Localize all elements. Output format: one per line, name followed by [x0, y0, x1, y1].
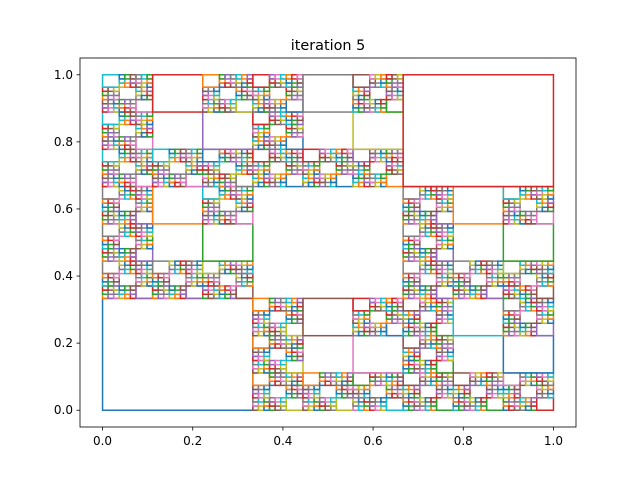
rectangles-layer: [101, 74, 555, 411]
y-tick-label: 0.2: [54, 336, 73, 350]
x-tick-label: 0.6: [364, 434, 383, 448]
axes-frame: [79, 57, 577, 428]
y-tick-label: 1.0: [54, 68, 73, 82]
x-tick-label: 0.2: [183, 434, 202, 448]
x-tick-label: 0.8: [454, 434, 473, 448]
y-tick-label: 0.4: [54, 269, 73, 283]
y-tick-label: 0.6: [54, 202, 73, 216]
axes: 0.0 0.2 0.4 0.6 0.8 1.0 0.0 0.2 0.4 0.6 0.8 1.0: [54, 57, 577, 448]
x-tick-label: 0.0: [93, 434, 112, 448]
x-tick-label: 0.4: [273, 434, 292, 448]
y-tick-label: 0.0: [54, 403, 73, 417]
y-tick-label: 0.8: [54, 135, 73, 149]
rectangle-mark: [402, 74, 555, 188]
x-tick-label: 1.0: [544, 434, 563, 448]
chart-title: iteration 5: [291, 38, 366, 54]
